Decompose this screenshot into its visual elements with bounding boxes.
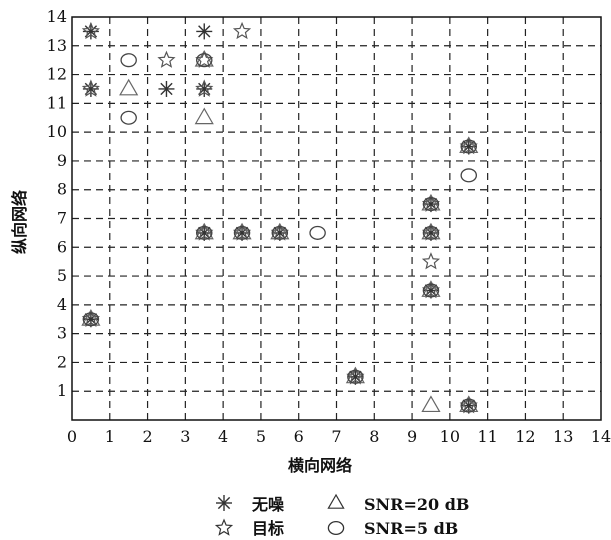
y-tick-label: 11 (47, 93, 67, 112)
snr5-point (195, 53, 213, 68)
plot-frame (71, 16, 602, 421)
snr5-point (233, 225, 251, 240)
y-tick-label: 13 (47, 36, 67, 55)
target-point (81, 309, 100, 327)
y-tick-label: 3 (57, 324, 67, 343)
target-point (81, 21, 100, 40)
noise-free-point (158, 80, 175, 97)
y-tick-label: 8 (57, 180, 67, 199)
legend-item-noise-free: 无噪 (216, 495, 285, 514)
y-tick-label: 2 (57, 352, 67, 371)
target-point (157, 50, 176, 68)
legend-item-snr5: SNR=5 dB (327, 519, 458, 538)
y-tick-label: 4 (57, 295, 67, 314)
x-tick-label: 8 (369, 427, 379, 446)
snr5-point (422, 225, 440, 240)
x-axis-label: 横向网络 (288, 456, 352, 475)
snr20-point (421, 395, 441, 413)
x-tick-label: 2 (142, 427, 152, 446)
target-point (232, 21, 252, 40)
data-points (81, 21, 479, 414)
noise-free-point (196, 23, 213, 40)
y-tick-label: 9 (57, 151, 67, 170)
y-axis-label: 纵向网络 (10, 190, 29, 254)
legend-label: 目标 (252, 519, 284, 538)
series-circle (82, 53, 477, 413)
legend: 无噪 目标 SNR=20 dB SNR=5 dB (214, 493, 469, 538)
triangle-icon (327, 493, 345, 509)
x-tick-label: 1 (105, 427, 115, 446)
snr5-point (347, 369, 364, 384)
x-tick-label: 13 (553, 427, 573, 446)
x-tick-label: 9 (407, 427, 417, 446)
y-tick-label: 5 (57, 266, 67, 285)
snr20-point (119, 78, 139, 96)
snr5-point (460, 139, 477, 154)
target-point (421, 252, 441, 270)
x-tick-label: 11 (477, 427, 497, 446)
x-tick-label: 10 (440, 427, 460, 446)
snr5-point (422, 197, 440, 212)
grid (72, 17, 601, 420)
snr5-point (120, 53, 137, 68)
y-tick-label: 12 (47, 65, 67, 84)
target-point (195, 50, 214, 68)
target-point (459, 136, 478, 155)
star-icon (214, 518, 234, 536)
target-point (459, 396, 478, 414)
x-tick-label: 14 (591, 427, 611, 446)
snr5-point (460, 398, 477, 413)
legend-item-target: 目标 (214, 518, 284, 538)
y-tick-label: 1 (57, 381, 67, 400)
series-star (81, 21, 478, 414)
legend-item-snr20: SNR=20 dB (327, 493, 469, 514)
y-tick-label: 7 (57, 209, 67, 228)
y-tick-label: 6 (57, 237, 67, 256)
legend-label: SNR=20 dB (364, 495, 469, 514)
circle-icon (327, 520, 345, 536)
target-point (421, 280, 441, 299)
x-tick-label: 7 (331, 427, 341, 446)
snr5-point (195, 225, 213, 240)
y-tick-label: 14 (47, 7, 67, 26)
y-tick-label: 10 (47, 122, 67, 141)
snr5-point (460, 168, 477, 183)
x-tick-label: 12 (515, 427, 535, 446)
target-point (421, 194, 441, 212)
target-point (81, 79, 100, 97)
x-tick-label: 6 (294, 427, 304, 446)
snr20-point (194, 107, 214, 125)
snr5-point (271, 225, 289, 240)
asterisk-icon (216, 495, 232, 511)
x-tick-label: 5 (256, 427, 266, 446)
snr5-point (120, 110, 137, 125)
x-tick-label: 3 (180, 427, 190, 446)
target-point (232, 223, 252, 241)
target-point (346, 367, 365, 385)
x-tick-label: 4 (218, 427, 228, 446)
target-point (195, 79, 214, 97)
target-point (195, 223, 214, 241)
x-tick-label: 0 (67, 427, 77, 446)
target-point (270, 223, 289, 241)
target-point (421, 223, 441, 241)
legend-label: SNR=5 dB (364, 519, 458, 538)
snr5-point (82, 312, 100, 327)
legend-label: 无噪 (251, 495, 285, 514)
snr5-point (422, 283, 440, 298)
snr5-point (309, 225, 326, 240)
